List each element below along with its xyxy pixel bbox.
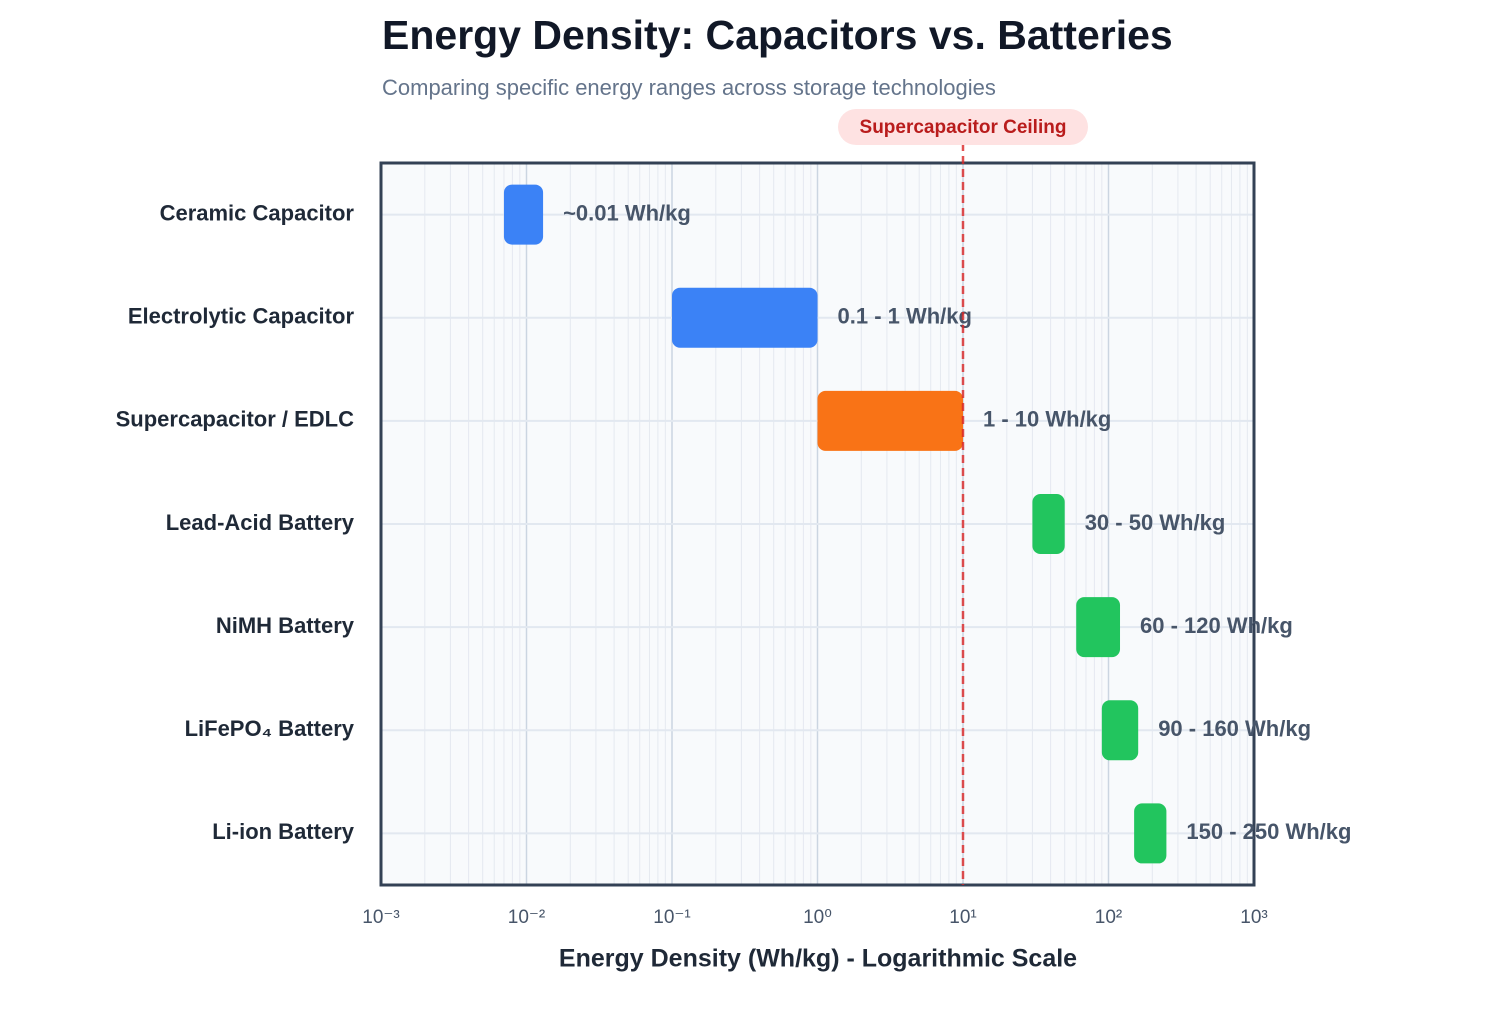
x-tick-label: 10⁻¹ — [653, 907, 691, 928]
y-tick-label: LiFePO₄ Battery — [185, 716, 355, 741]
x-tick-label: 10³ — [1240, 907, 1267, 928]
range-bar — [1134, 803, 1167, 864]
reference-label-pill — [838, 109, 1088, 145]
value-label: ~0.01 Wh/kg — [563, 200, 691, 225]
x-axis-title: Energy Density (Wh/kg) - Logarithmic Sca… — [559, 945, 1077, 973]
value-label: 1 - 10 Wh/kg — [983, 407, 1111, 432]
y-tick-label: Electrolytic Capacitor — [128, 304, 355, 329]
value-label: 60 - 120 Wh/kg — [1140, 613, 1293, 638]
value-label: 90 - 160 Wh/kg — [1158, 716, 1311, 741]
y-tick-label: Ceramic Capacitor — [160, 200, 355, 225]
x-tick-label: 10¹ — [949, 907, 976, 928]
range-bar — [817, 390, 963, 451]
y-tick-label: Supercapacitor / EDLC — [116, 407, 355, 432]
value-label: 0.1 - 1 Wh/kg — [838, 304, 972, 329]
x-tick-label: 10² — [1095, 907, 1122, 928]
marks — [503, 184, 1167, 864]
x-tick-label: 10⁰ — [803, 907, 832, 928]
range-bar — [1076, 597, 1121, 658]
chart-subtitle: Comparing specific energy ranges across … — [382, 75, 996, 100]
value-label: 30 - 50 Wh/kg — [1085, 510, 1226, 535]
reference-label: Supercapacitor Ceiling — [860, 117, 1067, 138]
y-tick-label: Lead-Acid Battery — [166, 510, 355, 535]
y-tick-label: Li-ion Battery — [212, 819, 355, 844]
grid — [380, 163, 1255, 885]
value-label: 150 - 250 Wh/kg — [1186, 819, 1351, 844]
plot-border — [379, 161, 1256, 887]
range-bar — [672, 287, 818, 348]
x-tick-label: 10⁻² — [508, 907, 546, 928]
y-tick-label: NiMH Battery — [216, 613, 355, 638]
range-bar — [1032, 494, 1065, 554]
x-tick-label: 10⁻³ — [362, 907, 400, 928]
chart-title: Energy Density: Capacitors vs. Batteries — [382, 12, 1173, 58]
range-bar — [503, 184, 544, 245]
range-bar — [1101, 700, 1139, 761]
